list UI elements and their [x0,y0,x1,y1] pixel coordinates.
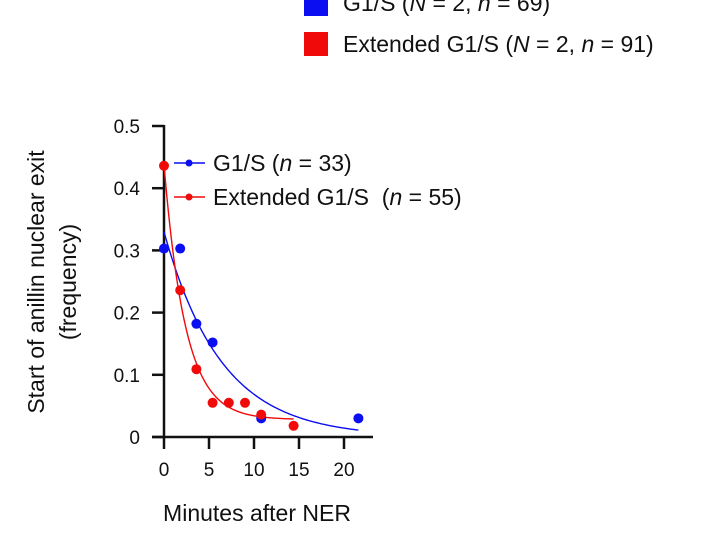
y-tick-label: 0.4 [114,179,141,200]
data-point-extended [207,397,218,408]
y-axis-title-line2: (frequency) [55,224,81,340]
y-tick-label: 0.3 [114,241,140,262]
x-tick-label: 10 [243,460,264,481]
x-tick-label: 20 [333,460,354,481]
inner-legend: G1/S (n = 33) Extended G1/S (n = 55) [174,150,462,210]
x-ticks: 0 5 10 15 20 [159,437,355,481]
y-tick-label: 0.5 [114,117,140,138]
inner-legend-label-extended: Extended G1/S (n = 55) [213,184,462,210]
data-points [159,160,364,431]
y-tick-label: 0 [129,428,140,449]
y-axis-title-line1: Start of anillin nuclear exit [23,150,49,414]
data-point-extended [256,409,267,420]
data-point-extended [240,397,250,408]
x-tick-label: 15 [288,460,309,481]
top-legend-swatch-g1s [304,0,328,16]
data-point-extended [175,285,186,296]
x-tick-label: 0 [159,460,170,481]
data-point-g1s [191,318,202,329]
y-ticks: 0 0.1 0.2 0.3 0.4 0.5 [114,117,164,449]
inner-legend-marker-extended [185,193,193,201]
data-point-extended [191,364,202,375]
data-point-extended [159,160,169,171]
fit-curve-g1s [163,231,359,431]
x-axis-title: Minutes after NER [163,500,351,526]
data-point-g1s [175,243,186,254]
top-legend-swatch-extended [304,32,328,56]
data-point-g1s [207,337,218,348]
y-tick-label: 0.2 [114,304,140,325]
top-legend-label-extended: Extended G1/S (N = 2, n = 91) [343,31,654,57]
data-point-extended [223,397,234,408]
inner-legend-label-g1s: G1/S (n = 33) [213,150,352,176]
data-point-g1s [353,413,364,424]
x-tick-label: 5 [204,460,215,481]
y-tick-label: 0.1 [114,366,140,387]
top-legend: G1/S (N = 2, n = 69) Extended G1/S (N = … [304,0,654,57]
data-point-g1s [159,243,169,254]
data-point-extended [288,420,299,431]
inner-legend-marker-g1s [185,159,193,167]
top-legend-label-g1s: G1/S (N = 2, n = 69) [343,0,550,16]
